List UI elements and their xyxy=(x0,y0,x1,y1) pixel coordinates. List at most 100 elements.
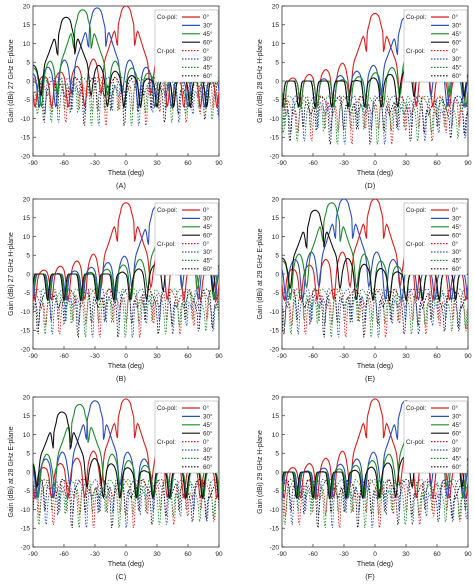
y-tick-label: 0 xyxy=(275,271,279,278)
panel-label: (B) xyxy=(116,374,127,383)
x-tick-label: -60 xyxy=(308,551,318,558)
legend-entry: 30° xyxy=(452,55,462,63)
x-axis-label: Theta (deg) xyxy=(108,363,144,370)
x-tick-label: 0 xyxy=(124,160,128,167)
y-tick-label: 5 xyxy=(26,60,30,67)
cross-pol-series-45 xyxy=(33,288,219,338)
x-tick-label: 30 xyxy=(402,353,410,360)
y-tick-label: -5 xyxy=(24,97,30,104)
legend: Co-pol: 0°30°45°60°Cr-pol: 0°30°45°60° xyxy=(403,9,468,83)
legend-entry: 0° xyxy=(452,13,459,21)
legend-entry: 60° xyxy=(203,429,213,437)
y-tick-label: -10 xyxy=(270,309,280,316)
legend-group-label: Cr-pol: xyxy=(406,48,425,55)
chart-panel: -90 -60 -30 0 30 60 90 -20 -15 -10 -5 0 5 10 15 20 Theta… xyxy=(8,196,223,383)
x-tick-label: -90 xyxy=(28,353,38,360)
legend-entry: 60° xyxy=(203,265,213,273)
x-tick-label: -90 xyxy=(277,551,287,558)
y-tick-label: 10 xyxy=(23,41,31,48)
legend: Co-pol: 0°30°45°60°Cr-pol: 0°30°45°60° xyxy=(403,400,468,474)
co-pol-series-60 xyxy=(33,16,219,109)
legend-entry: 30° xyxy=(452,446,462,454)
y-tick-label: -15 xyxy=(270,135,280,142)
x-axis-label: Theta (deg) xyxy=(357,170,393,177)
y-tick-label: -15 xyxy=(21,135,31,142)
y-axis-label: Gain (dBi) 28 GHz H-plane xyxy=(257,39,264,123)
cross-pol-series-0 xyxy=(282,95,468,145)
legend-entry: 60° xyxy=(203,72,213,80)
x-tick-label: -90 xyxy=(28,160,38,167)
legend-entry: 0° xyxy=(452,404,459,412)
legend-entry: 60° xyxy=(452,429,462,437)
x-tick-label: 60 xyxy=(433,551,441,558)
y-tick-label: -20 xyxy=(21,544,31,551)
legend-entry: 0° xyxy=(203,404,210,412)
chart-panel: -90 -60 -30 0 30 60 90 -20 -15 -10 -5 0 5 10 15 20 Theta… xyxy=(257,394,472,581)
legend-group-label: Cr-pol: xyxy=(406,439,425,446)
x-tick-label: 90 xyxy=(464,353,472,360)
x-tick-label: 90 xyxy=(215,353,223,360)
y-tick-label: 20 xyxy=(272,196,280,203)
y-tick-label: 10 xyxy=(23,432,31,439)
legend-entry: 0° xyxy=(452,438,459,446)
cross-pol-series-0 xyxy=(282,479,468,528)
y-tick-label: 10 xyxy=(23,234,31,241)
y-tick-label: -15 xyxy=(21,328,31,335)
legend-entry: 45° xyxy=(452,223,462,231)
x-tick-label: 0 xyxy=(124,551,128,558)
legend-entry: 45° xyxy=(452,30,462,38)
chart-panel: -90 -60 -30 0 30 60 90 -20 -15 -10 -5 0 5 10 15 20 Theta… xyxy=(8,394,223,581)
x-tick-label: 30 xyxy=(402,160,410,167)
chart-panel: -90 -60 -30 0 30 60 90 -20 -15 -10 -5 0 5 10 15 20 Theta… xyxy=(257,196,472,383)
panel-label: (E) xyxy=(365,374,376,383)
y-tick-label: -10 xyxy=(21,116,31,123)
legend-group-label: Cr-pol: xyxy=(157,48,176,55)
legend-entry: 30° xyxy=(203,215,213,223)
legend: Co-pol: 0°30°45°60°Cr-pol: 0°30°45°60° xyxy=(154,400,219,474)
legend-group-label: Co-pol: xyxy=(406,405,427,412)
x-tick-label: -30 xyxy=(339,353,349,360)
legend-entry: 0° xyxy=(452,47,459,55)
legend-entry: 0° xyxy=(203,206,210,214)
y-tick-label: 0 xyxy=(275,469,279,476)
legend-entry: 0° xyxy=(203,13,210,21)
y-axis-label: Gain (dBi) 27 GHz H-plane xyxy=(8,232,15,316)
legend-entry: 30° xyxy=(452,248,462,256)
legend-entry: 60° xyxy=(452,265,462,273)
panel-label: (C) xyxy=(116,572,127,581)
x-tick-label: 0 xyxy=(373,353,377,360)
y-tick-label: -20 xyxy=(21,346,31,353)
y-tick-label: 5 xyxy=(275,253,279,260)
y-tick-label: 5 xyxy=(275,60,279,67)
y-tick-label: -15 xyxy=(21,526,31,533)
y-tick-label: -5 xyxy=(24,290,30,297)
y-tick-label: 20 xyxy=(272,394,280,401)
legend-entry: 60° xyxy=(452,231,462,239)
legend-entry: 30° xyxy=(452,215,462,223)
x-tick-label: 30 xyxy=(153,353,161,360)
legend-entry: 45° xyxy=(203,421,213,429)
y-axis-label: Gain (dBi) at 28 GHz E-plane xyxy=(8,426,15,517)
x-axis-label: Theta (deg) xyxy=(357,561,393,568)
y-tick-label: -20 xyxy=(21,153,31,160)
legend-entry: 60° xyxy=(452,38,462,46)
cross-pol-series-30 xyxy=(33,479,219,528)
chart-panel: -90 -60 -30 0 30 60 90 -20 -15 -10 -5 0 5 10 15 20 Theta… xyxy=(8,3,223,190)
x-tick-label: 60 xyxy=(184,353,192,360)
x-tick-label: 90 xyxy=(215,551,223,558)
x-tick-label: 30 xyxy=(402,551,410,558)
y-tick-label: 15 xyxy=(23,22,31,29)
legend-entry: 0° xyxy=(452,206,459,214)
y-tick-label: -15 xyxy=(270,328,280,335)
x-tick-label: 0 xyxy=(373,160,377,167)
legend-entry: 45° xyxy=(203,257,213,265)
legend: Co-pol: 0°30°45°60°Cr-pol: 0°30°45°60° xyxy=(154,202,219,276)
y-tick-label: 15 xyxy=(23,215,31,222)
legend-entry: 30° xyxy=(452,413,462,421)
legend-entry: 60° xyxy=(203,38,213,46)
y-tick-label: -20 xyxy=(270,346,280,353)
legend-entry: 45° xyxy=(452,64,462,72)
x-tick-label: -60 xyxy=(59,160,69,167)
legend-group-label: Co-pol: xyxy=(406,207,427,214)
y-tick-label: -5 xyxy=(24,488,30,495)
